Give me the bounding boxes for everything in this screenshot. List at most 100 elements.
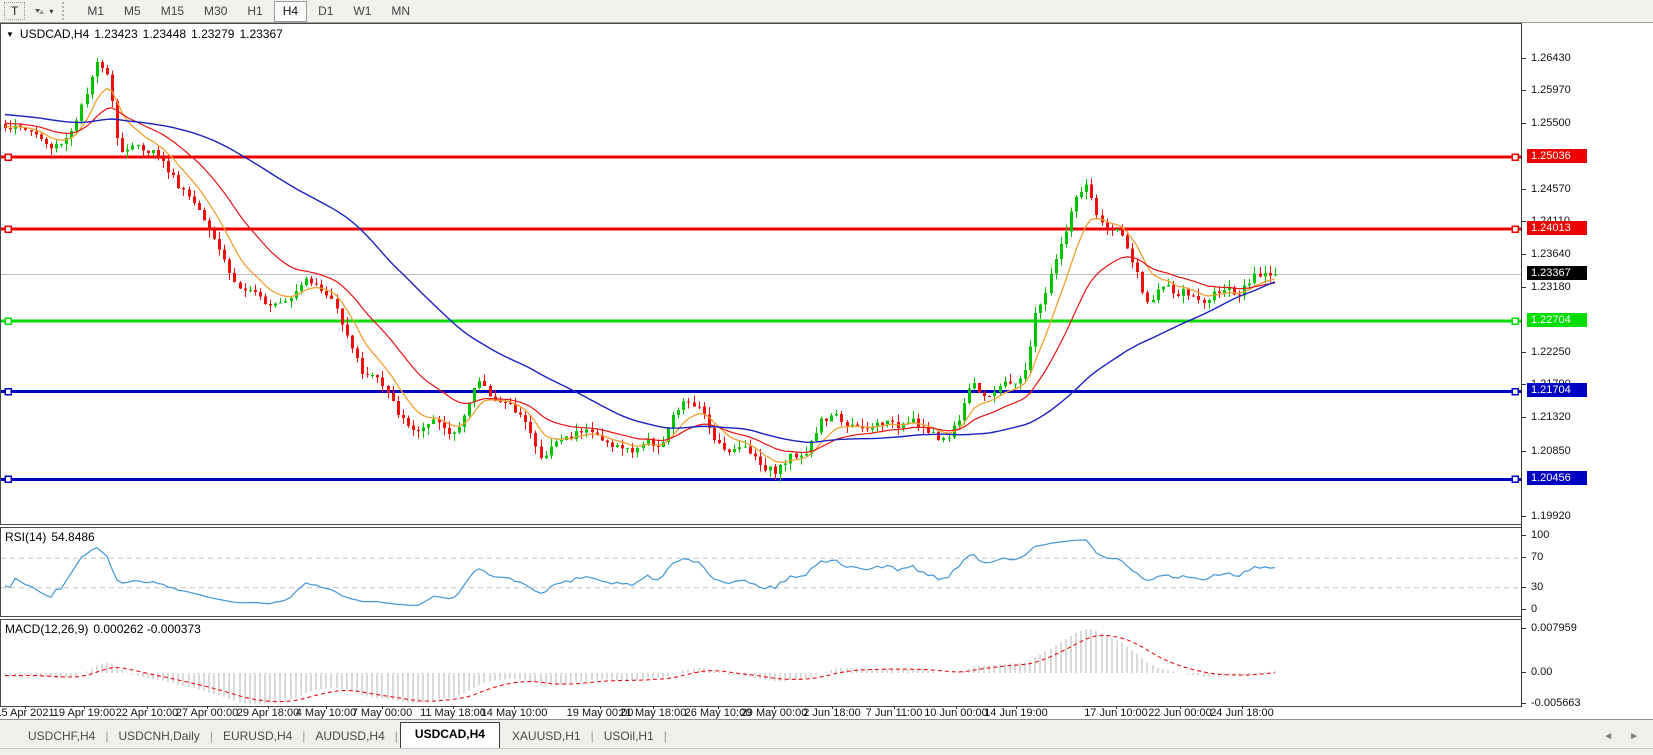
macd-signal-line [5, 634, 1275, 703]
symbol-dropdown-icon[interactable]: ▼ [6, 29, 14, 39]
time-axis-label: 29 May 00:00 [740, 707, 808, 719]
axis-tick-mark [1522, 535, 1526, 536]
price-tag: 1.24013 [1527, 221, 1587, 235]
macd-panel[interactable]: MACD(12,26,9) 0.000262 -0.000373 [0, 619, 1653, 707]
axis-tick-mark [1522, 672, 1526, 673]
tab-separator: | [302, 729, 306, 743]
timeframe-button-m30[interactable]: M30 [204, 4, 228, 18]
time-axis-label: 2 Jun 18:00 [803, 707, 861, 719]
chart-tab-audusd[interactable]: AUDUSD,H4 [315, 729, 385, 743]
price-axis[interactable]: 1.264301.259701.255001.245701.241101.236… [1522, 23, 1653, 719]
price-tag: 1.20456 [1527, 471, 1587, 485]
rsi-canvas [1, 539, 1522, 607]
axis-tick-mark [1522, 516, 1526, 517]
axis-tick-mark [1522, 287, 1526, 288]
time-axis-tick [147, 706, 148, 709]
toolbar-grip[interactable] [62, 2, 71, 20]
time-axis-label: 11 May 18:00 [420, 707, 486, 719]
chart-tab-eurusd[interactable]: EURUSD,H4 [222, 729, 293, 743]
chart-symbol-period: USDCAD,H4 [19, 27, 90, 41]
axis-tick-label: 1.21320 [1531, 411, 1571, 423]
main-chart-canvas[interactable] [1, 24, 1522, 524]
time-axis-label: 7 May 00:00 [351, 707, 413, 719]
chart-tabs: USDCHF,H4 | USDCNH,Daily | EURUSD,H4 | AUDUSD,… [0, 720, 667, 748]
time-axis-label: 29 Apr 18:00 [236, 707, 300, 719]
axis-tick-label: 0.007959 [1531, 622, 1577, 634]
chart-tab-usdchf[interactable]: USDCHF,H4 [28, 729, 96, 743]
time-axis-label: 14 Jun 19:00 [984, 707, 1048, 719]
axis-tick-label: 1.19920 [1531, 510, 1571, 522]
timeframe-button-h1[interactable]: H1 [247, 4, 263, 18]
time-axis-tick [600, 706, 601, 709]
axis-tick-label: 100 [1531, 529, 1550, 541]
time-axis-tick [774, 706, 775, 709]
timeframe-button-m5[interactable]: M5 [124, 4, 141, 18]
chart-tab-usoil[interactable]: USOil,H1 [603, 729, 654, 743]
axis-tick-label: 70 [1531, 551, 1544, 563]
chart-tab-usdcad[interactable]: USDCAD,H4 [399, 722, 500, 748]
time-axis-tick [894, 706, 895, 709]
text-tool-button[interactable]: T [4, 2, 26, 20]
axis-tick-mark [1522, 417, 1526, 418]
axis-tick-label: -0.005663 [1531, 697, 1581, 709]
toolbar: T ▾ M1 M5 M15 M30 H1 H4 D1 W1 MN [0, 0, 1653, 23]
price-tag: 1.23367 [1527, 266, 1587, 280]
axis-tick-mark [1522, 254, 1526, 255]
time-axis-tick [326, 706, 327, 709]
time-axis-tick [25, 706, 26, 709]
time-axis-tick [653, 706, 654, 709]
time-axis-label: 4 May 10:00 [295, 707, 357, 719]
time-axis-label: 10 Jun 00:00 [924, 707, 988, 719]
horizontal-line [1, 390, 1522, 393]
tab-scroll-right-button[interactable]: ► [1629, 731, 1639, 742]
macd-canvas [4, 629, 1276, 704]
axis-tick-label: 1.23180 [1531, 281, 1571, 293]
timeframe-button-d1[interactable]: D1 [318, 4, 334, 18]
axis-tick-mark [1522, 58, 1526, 59]
pointer-tool-button[interactable]: ▾ [30, 2, 56, 20]
time-axis-label: 26 May 10:00 [684, 707, 752, 719]
axis-tick-mark [1522, 703, 1526, 704]
timeframe-button-w1[interactable]: W1 [353, 4, 372, 18]
time-axis-tick [1242, 706, 1243, 709]
macd-values: 0.000262 -0.000373 [93, 622, 201, 636]
axis-tick-mark [1522, 557, 1526, 558]
rsi-name: RSI(14) [5, 530, 47, 544]
horizontal-line [1, 227, 1522, 231]
macd-histogram [4, 629, 1276, 704]
tab-separator: | [209, 729, 213, 743]
timeframe-button-mn[interactable]: MN [391, 4, 411, 18]
axis-tick-mark [1522, 628, 1526, 629]
timeframe-button-m15[interactable]: M15 [160, 4, 185, 18]
timeframe-button-h4[interactable]: H4 [273, 0, 308, 22]
axis-tick-mark [1522, 123, 1526, 124]
timeframe-button-m1[interactable]: M1 [87, 4, 105, 18]
time-axis-label: 21 May 18:00 [619, 707, 687, 719]
ma-slow [4, 113, 1276, 444]
price-axis-divider [1521, 23, 1522, 707]
rsi-panel[interactable]: RSI(14) 54.8486 [0, 527, 1653, 617]
chart-tab-usdcnh[interactable]: USDCNH,Daily [118, 729, 200, 743]
tab-scroll-left-button[interactable]: ◄ [1603, 731, 1614, 742]
time-axis-tick [1116, 706, 1117, 709]
horizontal-line [1, 319, 1522, 323]
axis-tick-mark [1522, 221, 1526, 222]
time-axis-label: 15 Apr 2021 [0, 707, 55, 719]
tab-separator: | [105, 729, 109, 743]
time-axis-tick [453, 706, 454, 709]
chart-tab-xauusd[interactable]: XAUUSD,H1 [511, 729, 581, 743]
dropdown-caret-icon: ▾ [49, 6, 54, 16]
axis-tick-label: 1.25500 [1531, 117, 1571, 129]
axis-tick-mark [1522, 90, 1526, 91]
time-axis-label: 24 Jun 18:00 [1210, 707, 1274, 719]
time-axis-tick [514, 706, 515, 709]
horizontal-line [1, 155, 1522, 159]
current-price-line [1, 273, 1522, 275]
axis-tick-label: 1.25970 [1531, 84, 1571, 96]
macd-label: MACD(12,26,9) 0.000262 -0.000373 [5, 622, 201, 636]
time-axis-label: 19 May 00:00 [566, 707, 634, 719]
main-chart-panel[interactable]: ▼ USDCAD,H4 1.23423 1.23448 1.23279 1.23… [0, 23, 1653, 525]
axis-tick-label: 1.20850 [1531, 445, 1571, 457]
axis-tick-mark [1522, 451, 1526, 452]
